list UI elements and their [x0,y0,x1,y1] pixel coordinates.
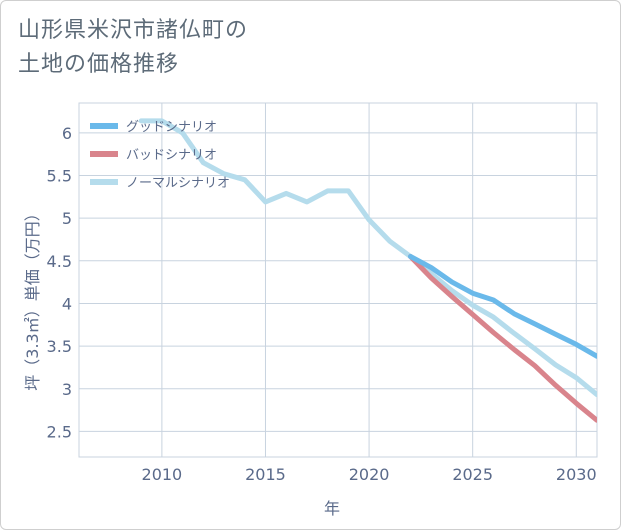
y-tick-label: 5.5 [47,167,72,186]
y-tick-label: 4 [62,294,72,313]
chart-title: 山形県米沢市諸仏町の 土地の価格推移 [18,14,248,82]
y-tick-label: 5 [62,209,72,228]
series-line-1 [408,254,597,359]
x-axis-title: 年 [324,499,340,518]
y-axis-title: 坪（3.3㎡）単価（万円） [23,205,42,390]
x-tick-label: 2010 [142,465,183,484]
series-line-3 [138,118,597,398]
x-tick-label: 2025 [452,465,493,484]
plot-area-border [78,102,598,458]
grid-lines [78,102,598,458]
x-tick-label: 2020 [349,465,390,484]
y-tick-label: 6 [62,124,72,143]
chart-title-line-1: 山形県米沢市諸仏町の [18,18,249,43]
legend-label: グッドシナリオ [126,120,217,135]
x-tick-label: 2015 [245,465,286,484]
legend-label: バッドシナリオ [126,148,217,163]
x-axis-ticks: 2010 2015 2020 2025 2030 [142,465,597,484]
y-tick-label: 2.5 [47,422,72,441]
y-axis-ticks: 2.5 3 3.5 4 4.5 5 5.5 6 [47,124,72,442]
series-lines [138,118,597,423]
legend-label: ノーマルシナリオ [126,176,230,191]
y-tick-label: 3 [62,380,72,399]
x-tick-label: 2030 [556,465,597,484]
chart-title-line-2: 土地の価格推移 [18,52,180,77]
y-tick-label: 4.5 [47,252,72,271]
series-line-2 [408,254,597,423]
y-tick-label: 3.5 [47,337,72,356]
